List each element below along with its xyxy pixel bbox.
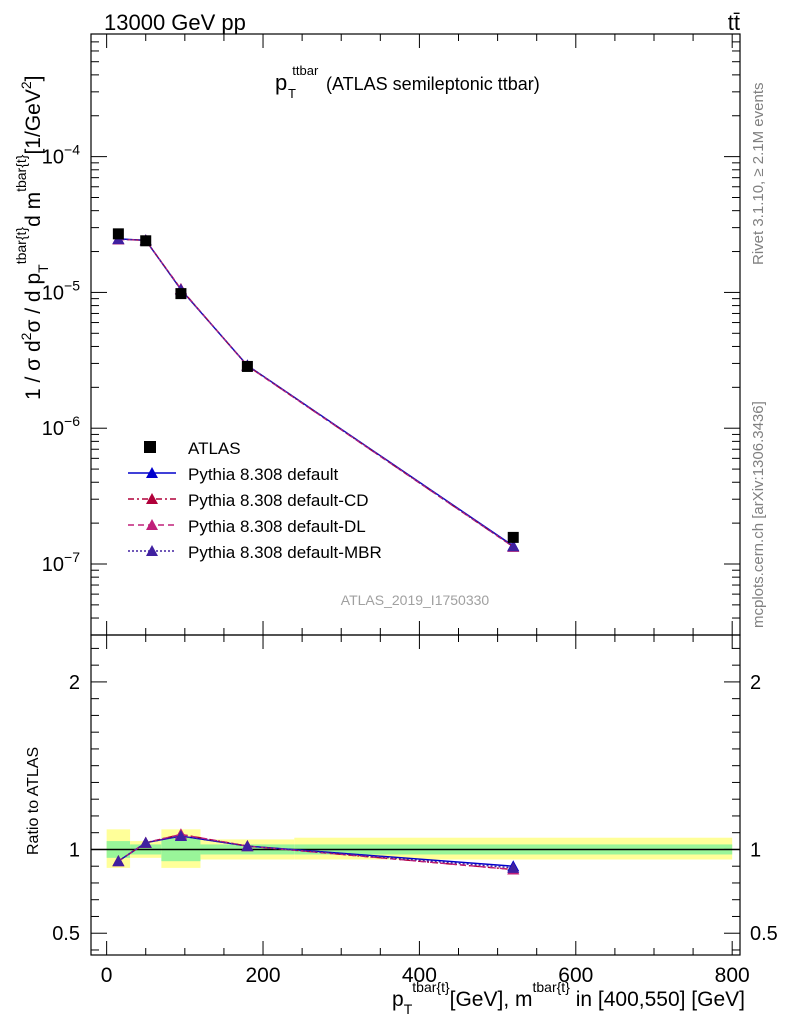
y-axis-label: 1 / σ d2σ / d pTtbar{t}d mtbar{t}[1/GeV2…	[13, 76, 51, 400]
chart-title-rest: (ATLAS semileptonic ttbar)	[326, 74, 540, 94]
legend-marker	[146, 545, 158, 556]
uncertainty-bands	[91, 829, 740, 868]
legend-marker	[146, 519, 158, 530]
rivet-label: Rivet 3.1.10, ≥ 2.1M events	[750, 83, 767, 266]
energy-label: 13000 GeV pp	[104, 10, 246, 35]
legend: ATLAS Pythia 8.308 default Pythia 8.308 de…	[128, 439, 382, 562]
ratio-curves	[112, 828, 520, 875]
legend-label: Pythia 8.308 default-DL	[188, 517, 366, 536]
legend-marker	[146, 493, 158, 504]
analysis-id: ATLAS_2019_I1750330	[341, 592, 490, 608]
ratio-tick-label-left: 0.5	[52, 923, 80, 945]
legend-label: Pythia 8.308 default-MBR	[188, 543, 382, 562]
series-3-point	[507, 540, 520, 552]
data-point	[140, 235, 152, 247]
axes: 0 200 400 600 800 10−7 10−6 10−5 10−4 0.5 0.5 1 1 2 2	[42, 33, 778, 987]
series-3-ratio-point	[507, 861, 520, 873]
legend-label: Pythia 8.308 default	[188, 465, 339, 484]
series-3-ratio-point	[174, 830, 187, 842]
y-tick-label: 10−6	[42, 413, 80, 440]
ratio-tick-label-right: 2	[750, 672, 761, 694]
chart-title: p ttbar T (ATLAS semileptonic ttbar)	[275, 59, 540, 102]
legend-marker	[146, 467, 158, 478]
mcplots-label: mcplots.cern.ch [arXiv:1306.3436]	[750, 401, 767, 628]
x-tick-label: 200	[246, 964, 281, 987]
ratio-y-axis-label: Ratio to ATLAS	[25, 747, 42, 855]
main-curves	[112, 228, 520, 552]
data-point	[175, 288, 187, 300]
series-3-ratio-point	[112, 855, 125, 867]
y-tick-label: 10−5	[42, 277, 80, 304]
y-tick-label: 10−4	[42, 142, 80, 169]
x-tick-label: 400	[402, 964, 437, 987]
series-3-ratio-point	[241, 840, 254, 852]
legend-label-atlas: ATLAS	[188, 439, 241, 458]
data-point	[241, 360, 253, 372]
ratio-tick-label-right: 1	[750, 839, 761, 861]
data-point	[507, 531, 519, 543]
ratio-tick-label-right: 0.5	[750, 923, 778, 945]
ratio-tick-label-left: 1	[69, 839, 80, 861]
ratio-tick-label-left: 2	[69, 672, 80, 694]
data-point	[112, 228, 124, 240]
series-3-ratio-point	[139, 836, 152, 848]
ratio-panel-frame	[90, 634, 741, 956]
process-label: tt̄	[728, 10, 740, 35]
legend-marker-atlas	[144, 441, 156, 453]
chart-title-sub: T	[288, 86, 296, 101]
y-tick-label: 10−7	[42, 549, 80, 576]
x-tick-label: 800	[715, 964, 750, 987]
x-tick-label: 600	[558, 964, 593, 987]
chart-title-sup: ttbar	[292, 63, 319, 78]
chart-title-main: p	[275, 70, 287, 95]
x-tick-label: 0	[101, 964, 113, 987]
legend-label: Pythia 8.308 default-CD	[188, 491, 369, 510]
x-axis-label: pTtbar{t}[GeV], mtbar{t} in [400,550] [G…	[392, 979, 745, 1017]
